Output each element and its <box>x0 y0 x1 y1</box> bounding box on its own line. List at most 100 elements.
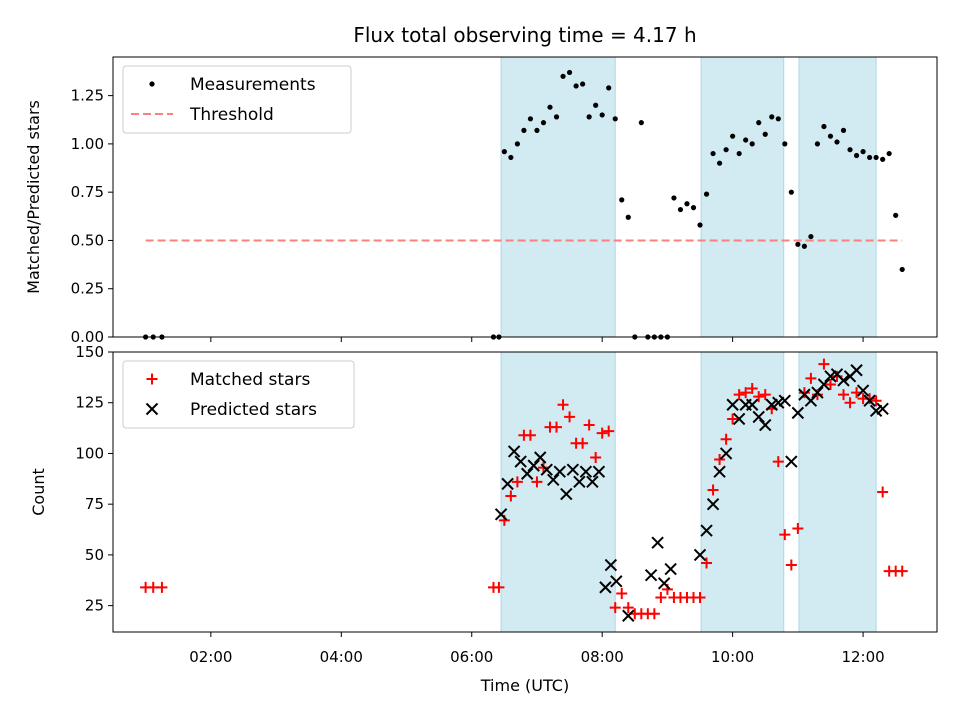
matched-star-point <box>577 437 589 449</box>
predicted-star-point <box>604 558 618 572</box>
measurement-point <box>547 104 553 110</box>
predicted-star-point <box>534 451 547 464</box>
predicted-star-point <box>719 447 733 460</box>
x-tick-label: 06:00 <box>450 648 493 666</box>
predicted-star-point <box>573 475 586 489</box>
chart-title: Flux total observing time = 4.17 h <box>353 23 696 47</box>
top-shaded-interval <box>700 56 785 338</box>
top-y-tick-label: 0.50 <box>71 231 104 249</box>
measurement-point <box>782 141 788 147</box>
bottom-y-tick-label: 50 <box>85 546 104 564</box>
bottom-y-tick-label: 75 <box>85 495 104 513</box>
matched-star-point <box>694 592 706 604</box>
matched-star-point <box>864 393 876 405</box>
matched-star-point <box>740 387 752 399</box>
measurement-point <box>540 120 547 126</box>
predicted-star-point <box>622 609 635 622</box>
bottom-legend-box <box>122 360 355 429</box>
legend-label: Matched stars <box>190 370 310 390</box>
predicted-star-point <box>651 536 664 549</box>
predicted-star-point <box>494 508 508 521</box>
legend-label: Measurements <box>190 75 316 95</box>
measurement-point <box>840 127 847 133</box>
measurement-point <box>743 137 749 143</box>
predicted-star-point <box>547 473 560 487</box>
x-tick-label: 02:00 <box>189 648 232 666</box>
matched-star-point <box>870 395 882 407</box>
x-tick-label: 12:00 <box>841 648 884 666</box>
predicted-star-point <box>745 398 759 411</box>
matched-star-point <box>564 411 576 423</box>
bottom-y-tick-label: 25 <box>85 597 104 615</box>
measurement-point <box>703 191 710 197</box>
measurement-point <box>684 201 690 207</box>
predicted-star-point <box>507 445 521 458</box>
top-shaded-interval <box>500 56 616 338</box>
matched-star-point <box>785 559 797 571</box>
matched-star-point <box>707 484 719 496</box>
matched-star-point <box>524 429 536 441</box>
matched-star-point <box>896 565 908 577</box>
bottom-shaded-interval <box>798 351 877 633</box>
matched-star-point <box>596 427 608 439</box>
predicted-star-point <box>514 455 527 468</box>
predicted-star-point <box>791 406 805 420</box>
matched-star-point <box>655 592 667 604</box>
matched-star-point <box>701 557 713 569</box>
x-tick-label: 04:00 <box>320 648 363 666</box>
measurement-point <box>508 154 514 161</box>
measurement-point <box>723 147 729 153</box>
measurement-point <box>566 69 573 76</box>
matched-star-point <box>798 387 810 399</box>
matched-star-point <box>746 383 758 395</box>
bottom-legend: Matched stars Predicted stars <box>122 360 355 429</box>
matched-star-point <box>590 452 602 464</box>
matched-star-point <box>622 602 634 614</box>
panel-bottom-frame <box>112 351 938 633</box>
measurement-point <box>893 212 899 218</box>
measurement-point <box>847 147 853 153</box>
predicted-star-point <box>850 364 863 377</box>
measurement-point <box>625 214 631 220</box>
measurement-point <box>671 195 677 201</box>
matched-star-point <box>818 358 830 370</box>
measurement-point <box>853 152 860 159</box>
predicted-star-point <box>644 568 658 582</box>
top-y-tick-label: 1.00 <box>71 135 104 153</box>
measurement-point <box>501 149 507 155</box>
predicted-star-point <box>778 394 792 407</box>
measurement-point <box>677 206 684 213</box>
predicted-star-point <box>586 475 599 489</box>
bottom-y-tick-label: 150 <box>75 343 104 361</box>
measurement-point <box>762 131 768 137</box>
matched-star-point <box>772 456 784 468</box>
legend-dot-swatch <box>149 81 155 87</box>
top-y-axis-label: Matched/Predicted stars <box>24 100 43 294</box>
predicted-star-point <box>706 497 720 511</box>
top-legend: Measurements Threshold <box>122 65 352 134</box>
legend-x-swatch <box>145 402 159 416</box>
predicted-star-point <box>664 562 677 576</box>
measurement-point <box>769 114 775 120</box>
matched-star-point <box>531 476 543 488</box>
measurement-point <box>527 116 534 122</box>
measurement-point <box>593 102 599 108</box>
predicted-star-point <box>811 386 824 399</box>
measurement-point <box>860 149 866 155</box>
top-y-tick-label: 0.75 <box>71 183 104 201</box>
measurement-point <box>580 81 586 87</box>
measurement-point <box>834 139 840 145</box>
measurement-point <box>788 189 794 195</box>
x-axis: 02:00 04:00 06:00 08:00 10:00 12:00 <box>189 648 884 666</box>
matched-star-point <box>733 389 745 401</box>
panel-bottom: 25 50 75 100 125 150 Count Matched stars Predi… <box>29 343 938 637</box>
predicted-star-point <box>713 465 726 478</box>
predicted-star-point <box>501 477 514 491</box>
bottom-y-tick-label: 125 <box>75 394 104 412</box>
measurement-point <box>606 85 612 91</box>
measurement-point <box>514 141 520 147</box>
measurement-point <box>553 114 560 120</box>
measurement-point <box>880 156 886 162</box>
top-shaded-interval <box>798 56 877 338</box>
predicted-star-point <box>732 412 746 426</box>
